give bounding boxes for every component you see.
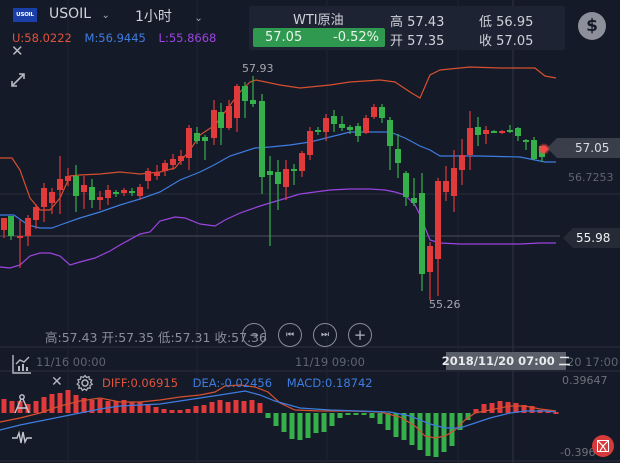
dea-value: DEA:-0.02456 xyxy=(192,376,273,390)
zoom-in-button[interactable]: + xyxy=(348,323,372,347)
current-price-tag: 57.05 xyxy=(547,138,620,158)
close-icon[interactable]: ✕ xyxy=(11,42,24,60)
macd-axis-top: 0.39647 xyxy=(562,374,608,387)
app-logo-badge[interactable] xyxy=(592,435,614,457)
expand-icon-svg xyxy=(11,73,25,87)
timeframe-selector[interactable]: 1小时 ⌄ xyxy=(135,6,203,26)
line-tag-value: 55.98 xyxy=(576,231,611,245)
time-label: 11/19 09:00 xyxy=(295,355,365,369)
low-value: 56.95 xyxy=(496,15,534,30)
boll-lower-value: L:55.8668 xyxy=(158,31,217,45)
chevron-down-icon: ⌄ xyxy=(101,10,110,21)
boll-middle-value: M:56.9445 xyxy=(84,31,146,45)
open-label: 开 xyxy=(390,34,404,49)
boll-upper-value: U:58.0222 xyxy=(12,31,72,45)
low-label: 低 xyxy=(479,15,493,30)
boll-legend: U:58.0222 M:56.9445 L:55.8668 xyxy=(12,31,225,45)
open-stat: 开 57.35 xyxy=(390,30,444,49)
compass-icon-svg xyxy=(14,394,30,414)
settings-gear-icon[interactable] xyxy=(76,374,94,396)
quote-panel: WTI原油 57.05 -0.52% 高 57.43 开 57.35 低 56.… xyxy=(249,6,565,50)
line-tag-shape xyxy=(563,228,620,248)
pulse-icon-svg xyxy=(12,430,32,445)
timeframe-label: 1小时 xyxy=(135,9,172,25)
high-stat: 高 57.43 xyxy=(390,11,444,30)
pulse-wave-icon[interactable] xyxy=(11,430,33,450)
ohlc-hover-info: 高:57.43 开:57.35 低:57.31 收:57.36 xyxy=(45,327,267,346)
high-marker: 57.93 xyxy=(242,62,274,75)
diff-value: DIFF:0.06915 xyxy=(102,376,179,390)
expand-icon[interactable] xyxy=(10,72,26,92)
candlesticks xyxy=(1,76,560,300)
close-macd-icon[interactable]: ✕ xyxy=(51,374,63,390)
zoom-out-button[interactable]: − xyxy=(242,323,266,347)
macd-lines xyxy=(0,384,557,439)
price-tag-shape xyxy=(547,138,620,158)
high-value: 57.43 xyxy=(407,15,445,30)
hover-open: 开:57.35 xyxy=(101,330,154,345)
dollar-icon[interactable]: $ xyxy=(578,12,606,40)
chevron-down-icon: ⌄ xyxy=(194,13,203,24)
last-price: 57.05 xyxy=(265,30,303,45)
logo-mark-icon xyxy=(597,440,609,452)
current-price-value: 57.05 xyxy=(575,141,610,155)
high-label: 高 xyxy=(390,15,404,30)
instrument-name: WTI原油 xyxy=(293,13,344,28)
close-value: 57.05 xyxy=(496,34,534,49)
symbol-label: USOIL xyxy=(49,6,92,22)
time-label: /20 17:00 xyxy=(563,355,619,369)
drawing-compass-icon[interactable] xyxy=(12,393,32,419)
skip-back-button[interactable]: ⏮ xyxy=(278,323,302,347)
symbol-selector[interactable]: USOIL ⌄ xyxy=(49,6,110,22)
crosshair-time: 2018/11/20 07:00 二 xyxy=(441,352,571,370)
price-change-badge: 57.05 -0.52% xyxy=(253,28,385,47)
low-stat: 低 56.95 xyxy=(479,11,533,30)
open-value: 57.35 xyxy=(407,34,445,49)
crosshair-price: 56.7253 xyxy=(568,171,614,184)
gear-icon-svg xyxy=(76,374,94,392)
usoil-logo: USOIL xyxy=(13,8,37,22)
macd-value: MACD:0.18742 xyxy=(286,376,373,390)
close-label: 收 xyxy=(479,34,493,49)
time-label: 11/16 00:00 xyxy=(36,355,106,369)
close-stat: 收 57.05 xyxy=(479,30,533,49)
macd-legend: DIFF:0.06915 DEA:-0.02456 MACD:0.18742 xyxy=(102,376,384,390)
low-marker: 55.26 xyxy=(429,298,461,311)
hover-low: 低:57.31 xyxy=(157,330,211,345)
indicator-chart-icon[interactable] xyxy=(12,354,32,378)
horizontal-line-tag[interactable]: 55.98 xyxy=(563,228,620,248)
indicator-icon-svg xyxy=(12,355,31,374)
macd-histogram xyxy=(1,390,559,457)
skip-forward-button[interactable]: ⏭ xyxy=(313,323,337,347)
current-price-dot xyxy=(538,143,550,155)
hover-high: 高:57.43 xyxy=(45,330,98,345)
chart-header: USOIL USOIL ⌄ 1小时 ⌄ U:58.0222 M:56.9445 … xyxy=(0,0,620,46)
change-percent: -0.52% xyxy=(333,30,379,45)
